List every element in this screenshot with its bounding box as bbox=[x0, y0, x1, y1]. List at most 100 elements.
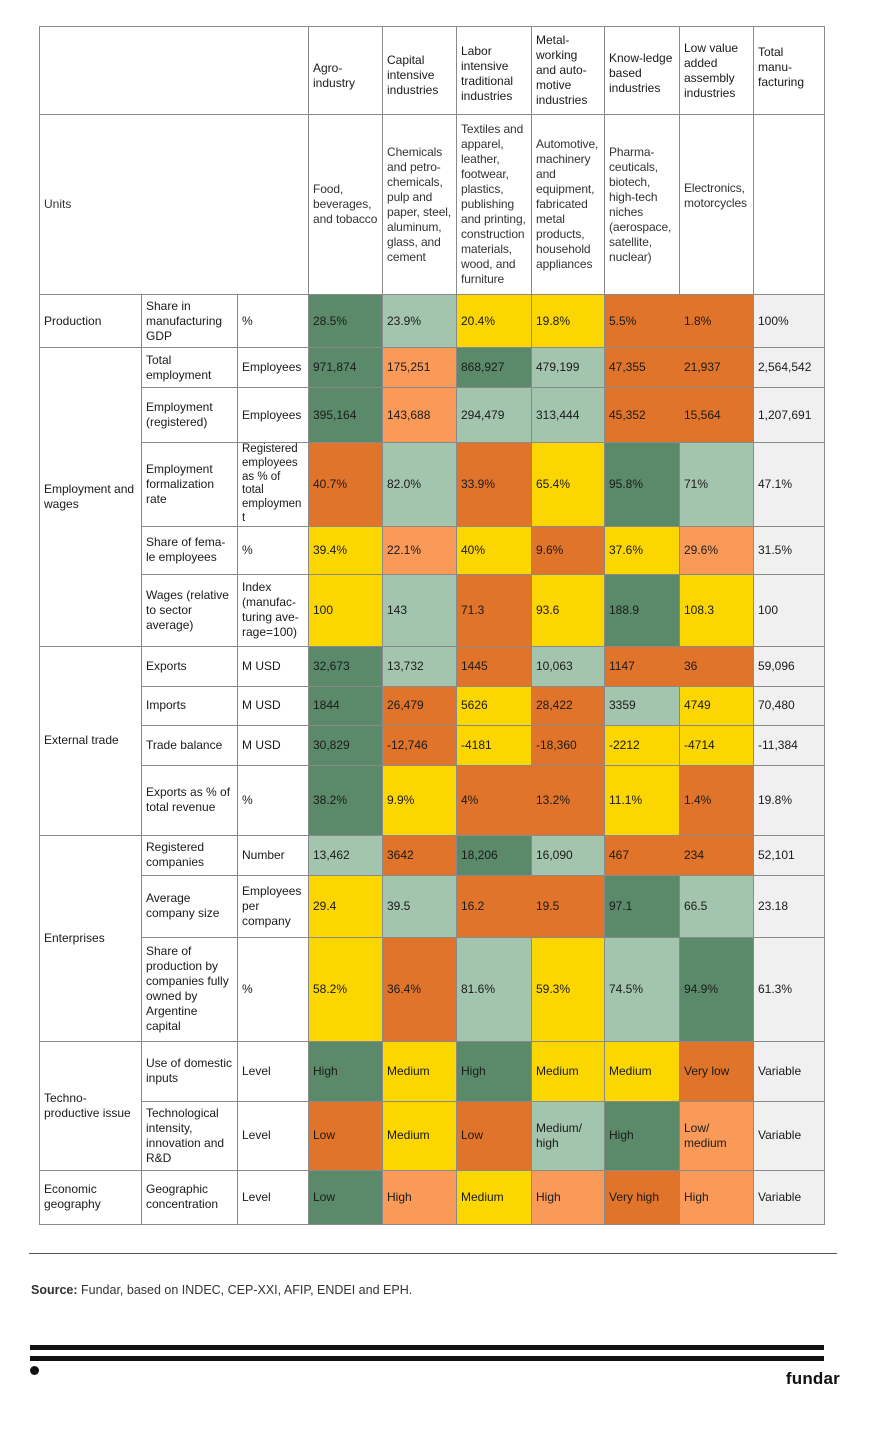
unit-label: M USD bbox=[237, 685, 309, 726]
value-cell: Low/ medium bbox=[679, 1100, 754, 1171]
value-cell: 313,444 bbox=[531, 387, 605, 443]
value-cell: 39.4% bbox=[308, 525, 383, 575]
unit-label: Employees bbox=[237, 387, 309, 443]
value-cell: 28.5% bbox=[308, 294, 383, 348]
divider bbox=[29, 1253, 837, 1254]
value-cell: 1.4% bbox=[679, 764, 754, 836]
value-cell: 16.2 bbox=[456, 874, 532, 938]
indicator-label: Average company size bbox=[141, 874, 238, 938]
table-row: External trade Exports M USD 32,673 13,7… bbox=[39, 645, 825, 836]
footer-bar bbox=[30, 1356, 824, 1361]
value-cell: 143,688 bbox=[382, 387, 457, 443]
value-cell: Low bbox=[308, 1169, 383, 1225]
section-label: Techno-productive issue bbox=[39, 1040, 142, 1171]
value-cell: 37.6% bbox=[604, 525, 680, 575]
table-row: Exports as % of total revenue % 38.2% 9.… bbox=[40, 764, 825, 836]
indicator-label: Share in manufacturing GDP bbox=[141, 294, 238, 348]
value-cell: 58.2% bbox=[308, 936, 383, 1042]
unit-label: Level bbox=[237, 1169, 309, 1225]
total-cell: 2,564,542 bbox=[753, 347, 825, 388]
table-row: Trade balance M USD 30,829 -12,746 -4181… bbox=[40, 724, 825, 766]
unit-label: % bbox=[237, 936, 309, 1042]
table-row: Imports M USD 1844 26,479 5626 28,422 33… bbox=[40, 685, 825, 726]
value-cell: -4714 bbox=[679, 724, 754, 766]
value-cell: Very high bbox=[604, 1169, 680, 1225]
value-cell: 21,937 bbox=[679, 347, 754, 388]
section-label: External trade bbox=[39, 645, 142, 836]
column-header: Low value added assembly industries bbox=[679, 26, 754, 115]
total-cell: 100 bbox=[753, 573, 825, 647]
indicator-label: Wages (relative to sector average) bbox=[141, 573, 238, 647]
value-cell: 4% bbox=[456, 764, 532, 836]
column-description bbox=[753, 114, 825, 295]
total-cell: 23.18 bbox=[753, 874, 825, 938]
value-cell: 188.9 bbox=[604, 573, 680, 647]
value-cell: 94.9% bbox=[679, 936, 754, 1042]
value-cell: 467 bbox=[604, 834, 680, 876]
unit-label: Level bbox=[237, 1100, 309, 1171]
value-cell: 82.0% bbox=[382, 442, 457, 527]
value-cell: Low bbox=[456, 1100, 532, 1171]
value-cell: High bbox=[456, 1040, 532, 1102]
value-cell: 479,199 bbox=[531, 347, 605, 388]
table-row: Economic geography Geographic concentrat… bbox=[39, 1169, 825, 1225]
value-cell: High bbox=[604, 1100, 680, 1171]
indicator-label: Exports as % of total revenue bbox=[141, 764, 238, 836]
unit-label: Index (manufac-turing ave-rage=100) bbox=[237, 573, 309, 647]
value-cell: -2212 bbox=[604, 724, 680, 766]
section-label: Production bbox=[39, 294, 142, 348]
indicator-label: Share of fema-le employees bbox=[141, 525, 238, 575]
column-description: Pharma-ceuticals, biotech, high-tech nic… bbox=[604, 114, 680, 295]
value-cell: 3642 bbox=[382, 834, 457, 876]
value-cell: 36.4% bbox=[382, 936, 457, 1042]
value-cell: 97.1 bbox=[604, 874, 680, 938]
value-cell: 66.5 bbox=[679, 874, 754, 938]
value-cell: 11.1% bbox=[604, 764, 680, 836]
value-cell: Very low bbox=[679, 1040, 754, 1102]
total-cell: 1,207,691 bbox=[753, 387, 825, 443]
total-cell: 59,096 bbox=[753, 645, 825, 687]
column-header: Know-ledge based industries bbox=[604, 26, 680, 115]
units-label: Units bbox=[39, 114, 309, 295]
value-cell: 28,422 bbox=[531, 685, 605, 726]
total-cell: Variable bbox=[753, 1169, 825, 1225]
indicator-label: Employment (registered) bbox=[141, 387, 238, 443]
value-cell: Medium bbox=[382, 1040, 457, 1102]
column-header: Capital intensive industries bbox=[382, 26, 457, 115]
column-description: Electronics, motorcycles bbox=[679, 114, 754, 295]
indicator-label: Trade balance bbox=[141, 724, 238, 766]
total-cell: Variable bbox=[753, 1040, 825, 1102]
total-cell: 100% bbox=[753, 294, 825, 348]
value-cell: 143 bbox=[382, 573, 457, 647]
table-row: Techno-productive issue Use of domestic … bbox=[39, 1040, 825, 1171]
value-cell: 13,462 bbox=[308, 834, 383, 876]
value-cell: 971,874 bbox=[308, 347, 383, 388]
value-cell: 81.6% bbox=[456, 936, 532, 1042]
column-header: Agro- industry bbox=[308, 26, 383, 115]
value-cell: High bbox=[679, 1169, 754, 1225]
unit-label: Employees bbox=[237, 347, 309, 388]
indicator-label: Employment formalization rate bbox=[141, 442, 238, 527]
value-cell: 1.8% bbox=[679, 294, 754, 348]
total-cell: 19.8% bbox=[753, 764, 825, 836]
indicator-label: Imports bbox=[141, 685, 238, 726]
value-cell: 19.8% bbox=[531, 294, 605, 348]
value-cell: 175,251 bbox=[382, 347, 457, 388]
column-description: Automotive, machinery and equipment, fab… bbox=[531, 114, 605, 295]
value-cell: 32,673 bbox=[308, 645, 383, 687]
unit-label: Employees per company bbox=[237, 874, 309, 938]
column-description: Chemicals and petro-chemicals, pulp and … bbox=[382, 114, 457, 295]
value-cell: 9.6% bbox=[531, 525, 605, 575]
value-cell: 294,479 bbox=[456, 387, 532, 443]
value-cell: 1844 bbox=[308, 685, 383, 726]
value-cell: 95.8% bbox=[604, 442, 680, 527]
value-cell: -18,360 bbox=[531, 724, 605, 766]
value-cell: Medium/ high bbox=[531, 1100, 605, 1171]
value-cell: 13.2% bbox=[531, 764, 605, 836]
indicator-label: Exports bbox=[141, 645, 238, 687]
unit-label: % bbox=[237, 764, 309, 836]
value-cell: 395,164 bbox=[308, 387, 383, 443]
value-cell: 29.6% bbox=[679, 525, 754, 575]
comparison-table: Agro- industry Capital intensive industr… bbox=[39, 26, 825, 1225]
value-cell: 20.4% bbox=[456, 294, 532, 348]
